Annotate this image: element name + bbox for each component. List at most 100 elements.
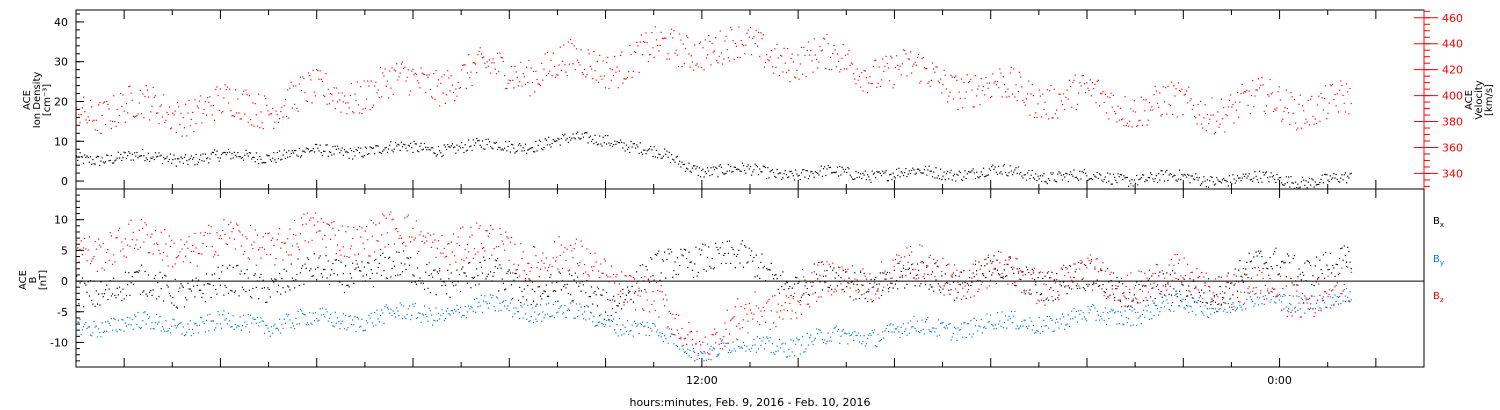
bx-point bbox=[517, 299, 520, 301]
bx-point bbox=[657, 253, 659, 255]
velocity-point bbox=[744, 52, 746, 55]
by-point bbox=[1042, 330, 1044, 333]
velocity-point bbox=[600, 75, 602, 77]
velocity-point bbox=[1321, 97, 1323, 99]
bx-point bbox=[521, 290, 523, 292]
bx-point bbox=[450, 272, 452, 274]
bx-point bbox=[851, 281, 854, 283]
by-point bbox=[499, 302, 501, 304]
by-point bbox=[793, 355, 796, 357]
density-point bbox=[630, 140, 632, 143]
density-point bbox=[926, 174, 928, 176]
velocity-point bbox=[325, 73, 327, 75]
bx-point bbox=[1166, 272, 1168, 274]
bz-point bbox=[375, 224, 377, 226]
density-point bbox=[348, 157, 350, 159]
by-point bbox=[195, 322, 197, 325]
velocity-point bbox=[860, 86, 862, 88]
velocity-point bbox=[507, 82, 509, 84]
bx-point bbox=[870, 278, 872, 281]
velocity-point bbox=[919, 82, 921, 84]
by-point bbox=[1305, 299, 1307, 301]
density-point bbox=[484, 148, 486, 150]
by-point bbox=[1038, 317, 1040, 319]
velocity-point bbox=[454, 99, 456, 102]
bx-point bbox=[988, 270, 990, 272]
bx-point bbox=[483, 256, 485, 258]
density-point bbox=[1195, 173, 1197, 175]
velocity-point bbox=[516, 76, 518, 78]
velocity-point bbox=[803, 46, 805, 48]
density-point bbox=[543, 146, 545, 149]
velocity-point bbox=[150, 111, 152, 113]
by-point bbox=[321, 307, 324, 309]
bx-point bbox=[535, 305, 537, 307]
velocity-point bbox=[1132, 110, 1134, 112]
density-point bbox=[212, 151, 215, 154]
density-point bbox=[831, 172, 833, 174]
velocity-point bbox=[252, 102, 254, 104]
bx-point bbox=[156, 298, 158, 300]
velocity-point bbox=[1022, 99, 1024, 102]
by-point bbox=[1304, 312, 1306, 314]
velocity-point bbox=[544, 53, 546, 55]
velocity-point bbox=[594, 70, 596, 72]
density-point bbox=[1102, 181, 1104, 183]
by-point bbox=[1168, 309, 1170, 311]
velocity-point bbox=[871, 82, 873, 85]
density-point bbox=[434, 152, 436, 154]
velocity-point bbox=[676, 54, 678, 56]
density-point bbox=[824, 166, 826, 168]
density-point bbox=[301, 155, 303, 157]
velocity-point bbox=[191, 111, 194, 114]
velocity-point bbox=[543, 68, 545, 70]
by-point bbox=[1289, 302, 1291, 305]
velocity-point bbox=[1027, 93, 1029, 95]
velocity-point bbox=[639, 41, 641, 43]
bx-point bbox=[1060, 285, 1062, 287]
velocity-point bbox=[861, 72, 863, 74]
velocity-point bbox=[147, 96, 150, 98]
density-point bbox=[106, 154, 108, 156]
bz-point bbox=[382, 213, 384, 215]
bx-point bbox=[970, 284, 972, 287]
bz-point bbox=[389, 213, 391, 216]
by-point bbox=[406, 314, 408, 316]
bx-point bbox=[924, 284, 927, 286]
density-point bbox=[110, 154, 112, 157]
density-point bbox=[916, 168, 919, 170]
by-point bbox=[444, 317, 447, 320]
by-point bbox=[1212, 308, 1214, 310]
bx-point bbox=[872, 286, 874, 288]
velocity-point bbox=[422, 73, 424, 75]
by-point bbox=[292, 325, 295, 327]
bx-point bbox=[113, 277, 115, 279]
bz-point bbox=[495, 246, 498, 248]
bx-point bbox=[1268, 274, 1270, 276]
by-point bbox=[618, 318, 620, 320]
by-point bbox=[483, 300, 485, 302]
bx-point bbox=[1027, 269, 1029, 271]
by-point bbox=[458, 311, 460, 313]
velocity-point bbox=[434, 98, 436, 100]
density-point bbox=[1270, 172, 1272, 174]
by-point bbox=[1088, 312, 1090, 314]
velocity-point bbox=[133, 116, 136, 118]
velocity-point bbox=[719, 30, 721, 32]
by-point bbox=[379, 315, 382, 317]
by-point bbox=[147, 317, 150, 320]
velocity-point bbox=[1231, 106, 1233, 108]
velocity-point bbox=[963, 81, 965, 83]
by-point bbox=[1243, 302, 1246, 304]
density-point bbox=[88, 161, 90, 163]
bx-point bbox=[1198, 291, 1200, 293]
velocity-point bbox=[864, 70, 866, 72]
by-point bbox=[253, 318, 255, 321]
bz-point bbox=[273, 244, 275, 247]
bx-point bbox=[689, 261, 691, 263]
density-point bbox=[332, 145, 334, 148]
velocity-point bbox=[780, 54, 782, 56]
velocity-point bbox=[1005, 91, 1007, 93]
by-point bbox=[753, 338, 755, 341]
velocity-point bbox=[837, 60, 840, 62]
